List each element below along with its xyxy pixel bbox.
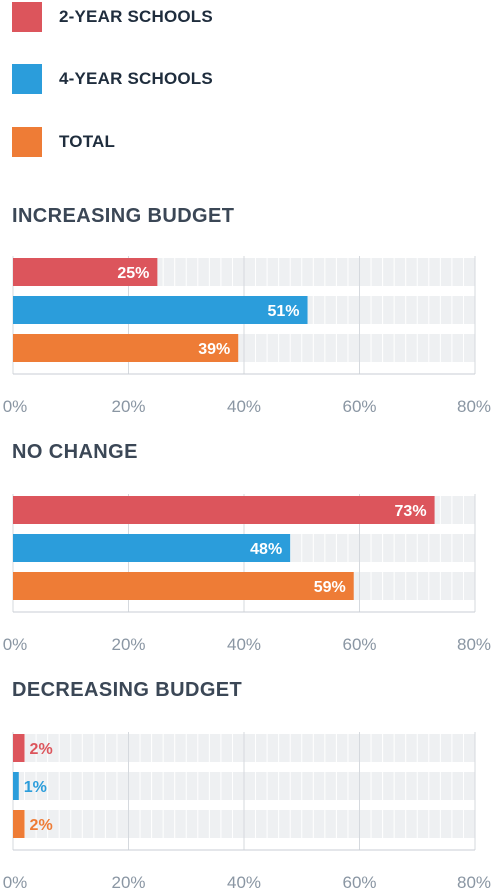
x-tick-label: 0% [3, 397, 28, 416]
bar-total [13, 572, 354, 600]
data-label-total: 59% [314, 579, 346, 596]
x-tick-label: 0% [3, 635, 28, 654]
chart-increasing-budget: 25% 51% 39% 0% 20% 40% 60% 80% [3, 256, 491, 416]
chart-title-no-change: NO CHANGE [12, 441, 138, 463]
x-tick-label: 80% [457, 873, 491, 892]
data-label-4-year: 51% [267, 303, 299, 320]
x-tick-label: 40% [227, 873, 261, 892]
data-label-2-year: 25% [117, 265, 149, 282]
x-tick-label: 40% [227, 635, 261, 654]
bar-4-year [13, 296, 308, 324]
bar-total [13, 810, 25, 838]
legend-label-total: TOTAL [59, 132, 116, 151]
bar-4-year [13, 534, 291, 562]
x-tick-label: 60% [342, 397, 376, 416]
legend-swatch-total [12, 127, 42, 157]
chart-decreasing-budget: 2% 1% 2% 0% 20% 40% 60% 80% [3, 732, 491, 892]
x-tick-label: 80% [457, 635, 491, 654]
data-label-4-year: 1% [24, 779, 47, 796]
legend-item-total: TOTAL [12, 127, 115, 157]
chart-no-change: 73% 48% 59% 0% 20% 40% 60% 80% [3, 494, 491, 654]
bar-2-year [13, 258, 158, 286]
x-tick-label: 60% [342, 873, 376, 892]
legend-swatch-2-year [12, 2, 42, 32]
x-tick-label: 80% [457, 397, 491, 416]
x-tick-label: 0% [3, 873, 28, 892]
bar-2-year [13, 734, 25, 762]
x-tick-label: 60% [342, 635, 376, 654]
bar-2-year [13, 496, 435, 524]
legend-item-2-year: 2-YEAR SCHOOLS [12, 2, 213, 32]
chart-title-increasing: INCREASING BUDGET [12, 205, 235, 227]
x-tick-label: 20% [111, 873, 145, 892]
data-label-total: 39% [198, 341, 230, 358]
legend-item-4-year: 4-YEAR SCHOOLS [12, 64, 213, 94]
x-tick-label: 20% [111, 397, 145, 416]
data-label-2-year: 2% [30, 741, 53, 758]
legend-label-4-year: 4-YEAR SCHOOLS [59, 69, 213, 88]
x-tick-label: 40% [227, 397, 261, 416]
bar-total [13, 334, 239, 362]
data-label-4-year: 48% [250, 541, 282, 558]
x-tick-label: 20% [111, 635, 145, 654]
chart-title-decreasing: DECREASING BUDGET [12, 679, 243, 701]
legend-swatch-4-year [12, 64, 42, 94]
legend-label-2-year: 2-YEAR SCHOOLS [59, 7, 213, 26]
bar-4-year [13, 772, 19, 800]
data-label-2-year: 73% [395, 503, 427, 520]
data-label-total: 2% [30, 817, 53, 834]
